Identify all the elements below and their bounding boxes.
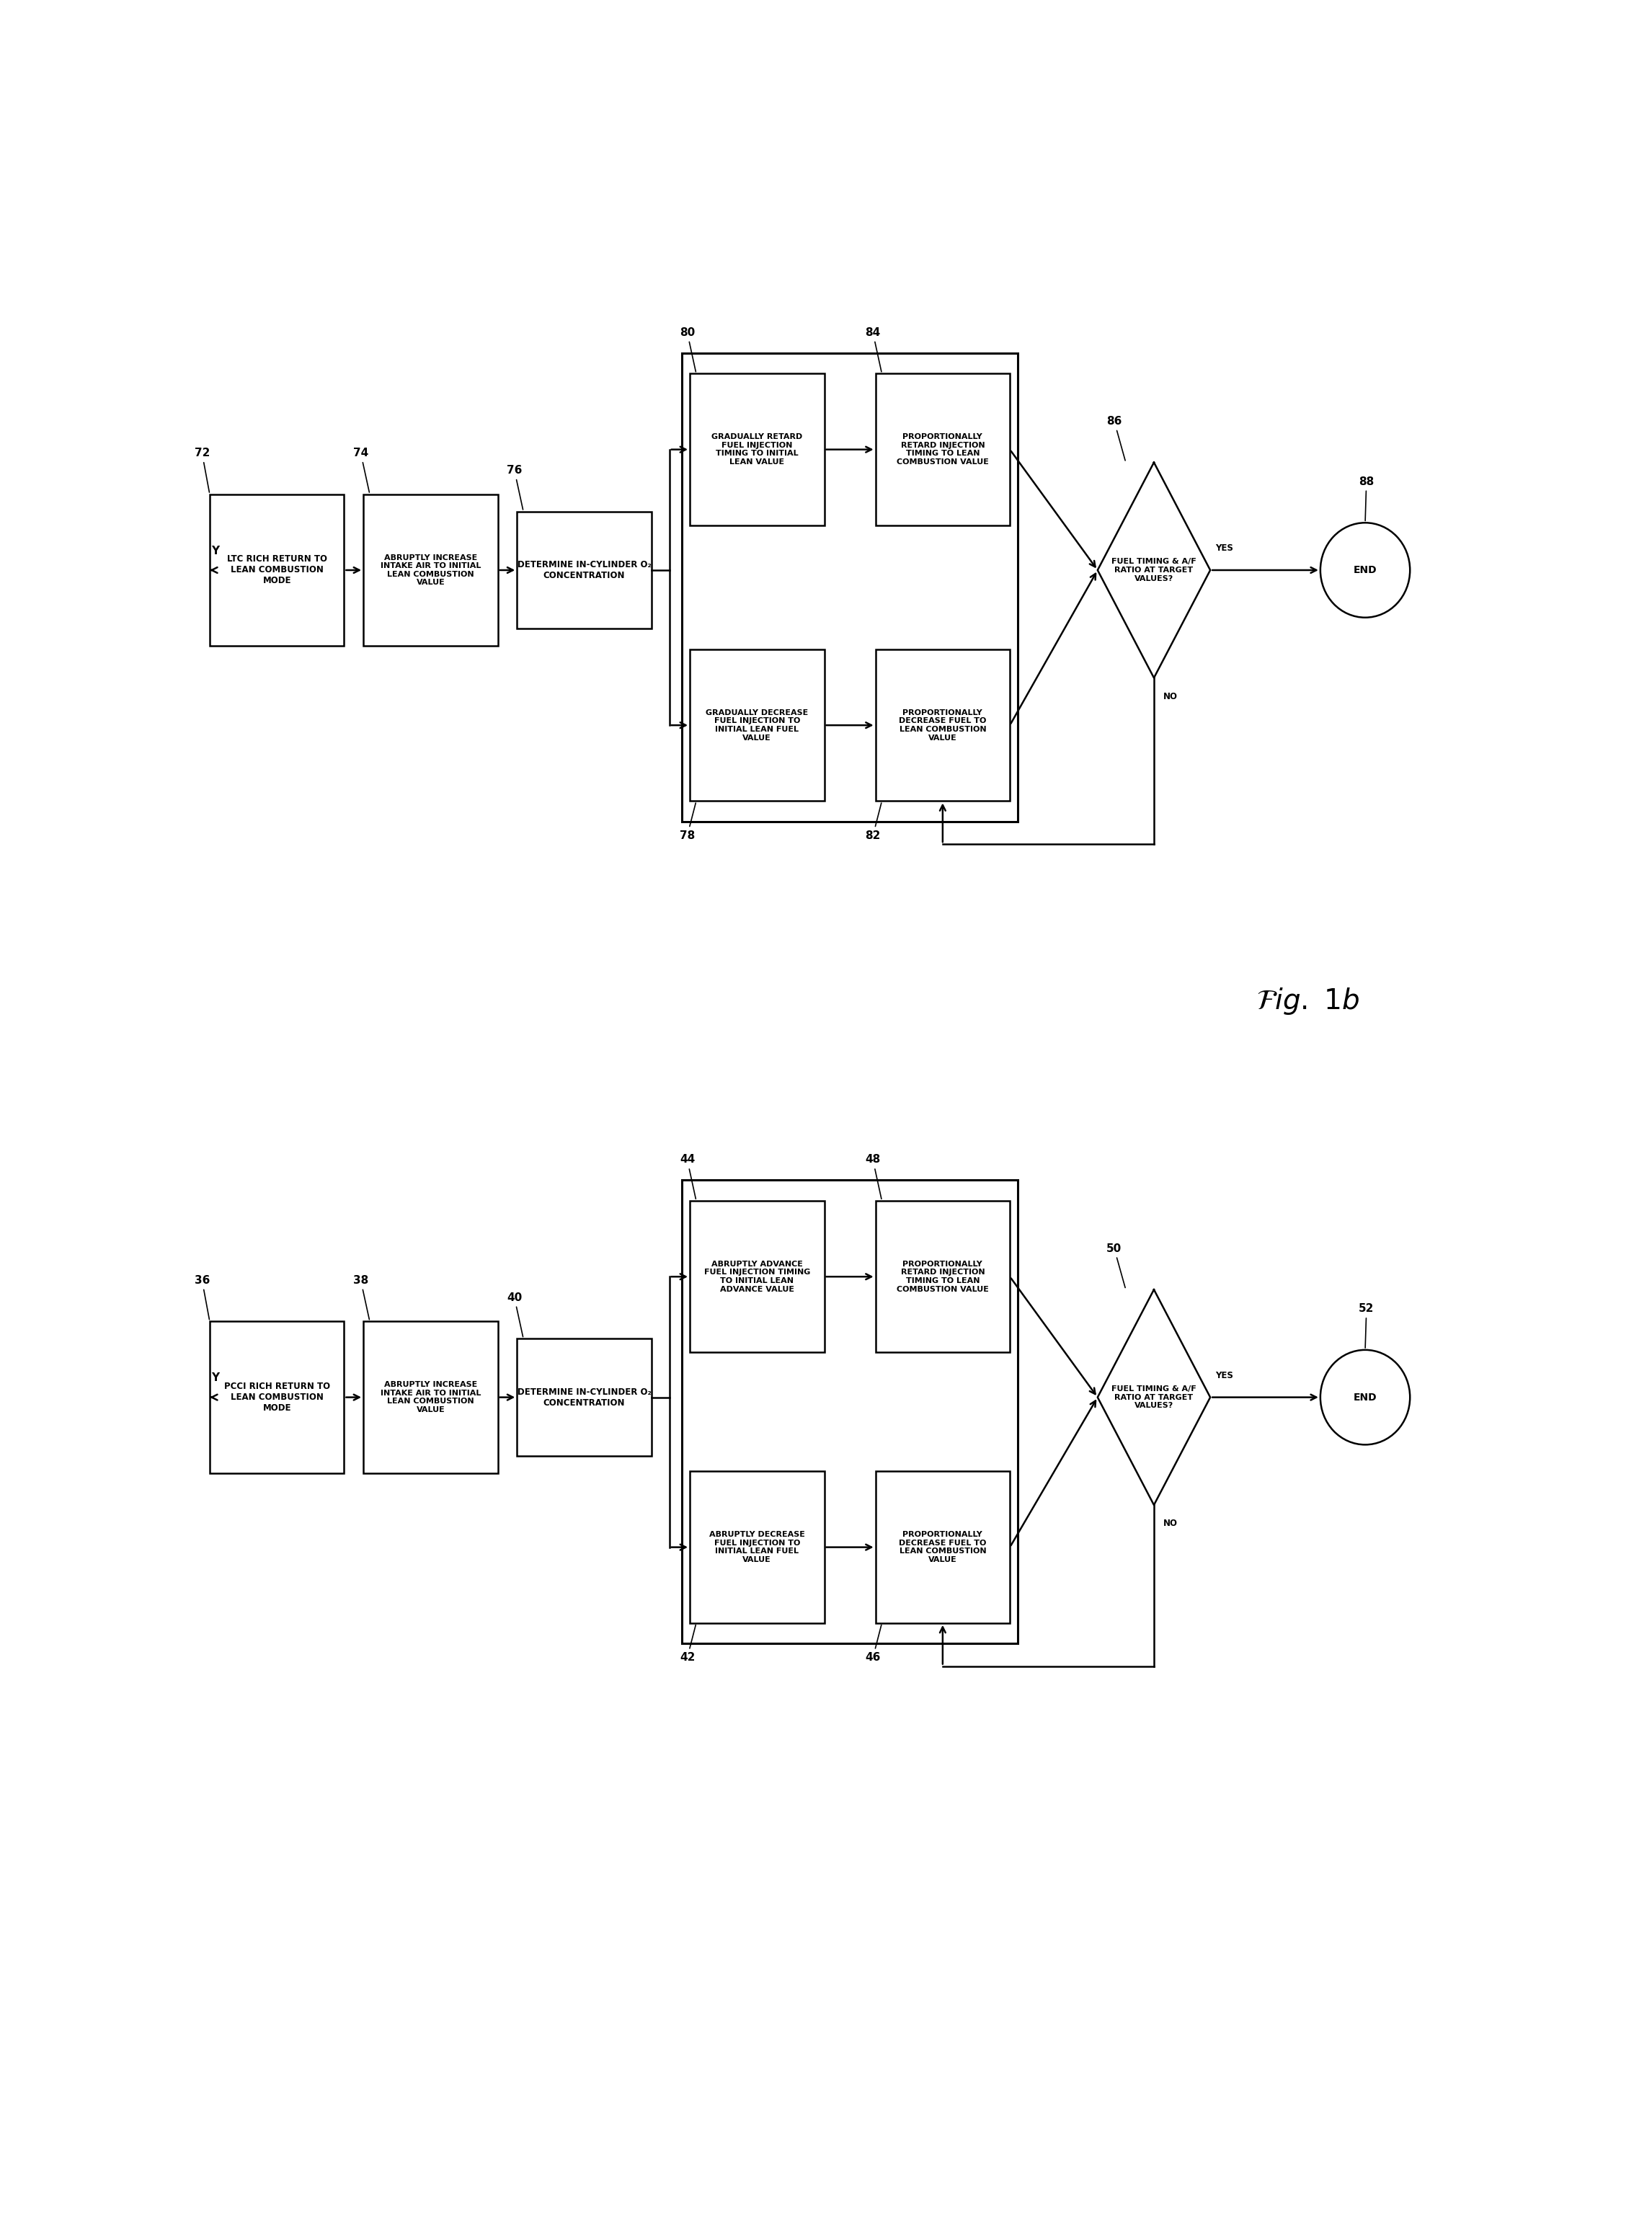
- Text: END: END: [1353, 1392, 1376, 1403]
- Text: PROPORTIONALLY
RETARD INJECTION
TIMING TO LEAN
COMBUSTION VALUE: PROPORTIONALLY RETARD INJECTION TIMING T…: [897, 434, 990, 466]
- Text: ABRUPTLY INCREASE
INTAKE AIR TO INITIAL
LEAN COMBUSTION
VALUE: ABRUPTLY INCREASE INTAKE AIR TO INITIAL …: [380, 1381, 481, 1414]
- Polygon shape: [1097, 463, 1211, 678]
- FancyBboxPatch shape: [517, 1338, 651, 1457]
- Text: 36: 36: [195, 1276, 210, 1320]
- Text: ABRUPTLY INCREASE
INTAKE AIR TO INITIAL
LEAN COMBUSTION
VALUE: ABRUPTLY INCREASE INTAKE AIR TO INITIAL …: [380, 555, 481, 586]
- FancyBboxPatch shape: [876, 1202, 1009, 1352]
- Text: Y: Y: [211, 546, 220, 557]
- Text: 52: 52: [1360, 1303, 1374, 1347]
- Text: 44: 44: [679, 1155, 695, 1200]
- Text: YES: YES: [1216, 544, 1234, 553]
- FancyBboxPatch shape: [691, 374, 824, 526]
- FancyBboxPatch shape: [691, 1202, 824, 1352]
- Text: FUEL TIMING & A/F
RATIO AT TARGET
VALUES?: FUEL TIMING & A/F RATIO AT TARGET VALUES…: [1112, 557, 1196, 582]
- Text: 46: 46: [866, 1625, 882, 1663]
- Text: PROPORTIONALLY
RETARD INJECTION
TIMING TO LEAN
COMBUSTION VALUE: PROPORTIONALLY RETARD INJECTION TIMING T…: [897, 1260, 990, 1294]
- FancyBboxPatch shape: [691, 1470, 824, 1623]
- Ellipse shape: [1320, 1350, 1411, 1446]
- Text: 88: 88: [1360, 477, 1374, 521]
- FancyBboxPatch shape: [876, 649, 1009, 801]
- Text: 84: 84: [866, 327, 882, 372]
- Text: PROPORTIONALLY
DECREASE FUEL TO
LEAN COMBUSTION
VALUE: PROPORTIONALLY DECREASE FUEL TO LEAN COM…: [899, 1531, 986, 1564]
- Text: 42: 42: [679, 1625, 695, 1663]
- Text: PROPORTIONALLY
DECREASE FUEL TO
LEAN COMBUSTION
VALUE: PROPORTIONALLY DECREASE FUEL TO LEAN COM…: [899, 709, 986, 741]
- Text: NO: NO: [1163, 1520, 1178, 1529]
- Text: YES: YES: [1216, 1370, 1234, 1381]
- FancyBboxPatch shape: [517, 513, 651, 629]
- Text: ABRUPTLY DECREASE
FUEL INJECTION TO
INITIAL LEAN FUEL
VALUE: ABRUPTLY DECREASE FUEL INJECTION TO INIT…: [709, 1531, 805, 1564]
- Text: GRADUALLY RETARD
FUEL INJECTION
TIMING TO INITIAL
LEAN VALUE: GRADUALLY RETARD FUEL INJECTION TIMING T…: [712, 434, 803, 466]
- FancyBboxPatch shape: [210, 495, 344, 647]
- Text: 72: 72: [195, 448, 210, 492]
- Text: ABRUPTLY ADVANCE
FUEL INJECTION TIMING
TO INITIAL LEAN
ADVANCE VALUE: ABRUPTLY ADVANCE FUEL INJECTION TIMING T…: [704, 1260, 809, 1294]
- Text: GRADUALLY DECREASE
FUEL INJECTION TO
INITIAL LEAN FUEL
VALUE: GRADUALLY DECREASE FUEL INJECTION TO INI…: [705, 709, 808, 741]
- Text: LTC RICH RETURN TO
LEAN COMBUSTION
MODE: LTC RICH RETURN TO LEAN COMBUSTION MODE: [226, 555, 327, 586]
- FancyBboxPatch shape: [363, 495, 497, 647]
- Text: 40: 40: [507, 1291, 524, 1336]
- Polygon shape: [1097, 1289, 1211, 1504]
- Text: PCCI RICH RETURN TO
LEAN COMBUSTION
MODE: PCCI RICH RETURN TO LEAN COMBUSTION MODE: [225, 1381, 330, 1412]
- FancyBboxPatch shape: [691, 649, 824, 801]
- Text: 82: 82: [866, 803, 882, 841]
- Text: FUEL TIMING & A/F
RATIO AT TARGET
VALUES?: FUEL TIMING & A/F RATIO AT TARGET VALUES…: [1112, 1385, 1196, 1410]
- Text: 80: 80: [679, 327, 695, 372]
- FancyBboxPatch shape: [210, 1320, 344, 1473]
- Text: 74: 74: [354, 448, 370, 492]
- Text: Y: Y: [211, 1372, 220, 1383]
- FancyBboxPatch shape: [876, 374, 1009, 526]
- Text: DETERMINE IN-CYLINDER O₂
CONCENTRATION: DETERMINE IN-CYLINDER O₂ CONCENTRATION: [517, 560, 651, 580]
- FancyBboxPatch shape: [876, 1470, 1009, 1623]
- Text: 38: 38: [354, 1276, 370, 1320]
- Text: 78: 78: [679, 803, 695, 841]
- Text: DETERMINE IN-CYLINDER O₂
CONCENTRATION: DETERMINE IN-CYLINDER O₂ CONCENTRATION: [517, 1388, 651, 1408]
- Ellipse shape: [1320, 524, 1411, 618]
- Text: END: END: [1353, 564, 1376, 575]
- Text: 86: 86: [1107, 416, 1125, 461]
- Text: NO: NO: [1163, 692, 1178, 700]
- Text: 76: 76: [507, 466, 524, 510]
- Text: $\mathcal{F}$$\mathit{ig.\ 1b}$: $\mathcal{F}$$\mathit{ig.\ 1b}$: [1257, 985, 1360, 1016]
- FancyBboxPatch shape: [363, 1320, 497, 1473]
- Text: 48: 48: [866, 1155, 882, 1200]
- Text: 50: 50: [1107, 1242, 1125, 1287]
